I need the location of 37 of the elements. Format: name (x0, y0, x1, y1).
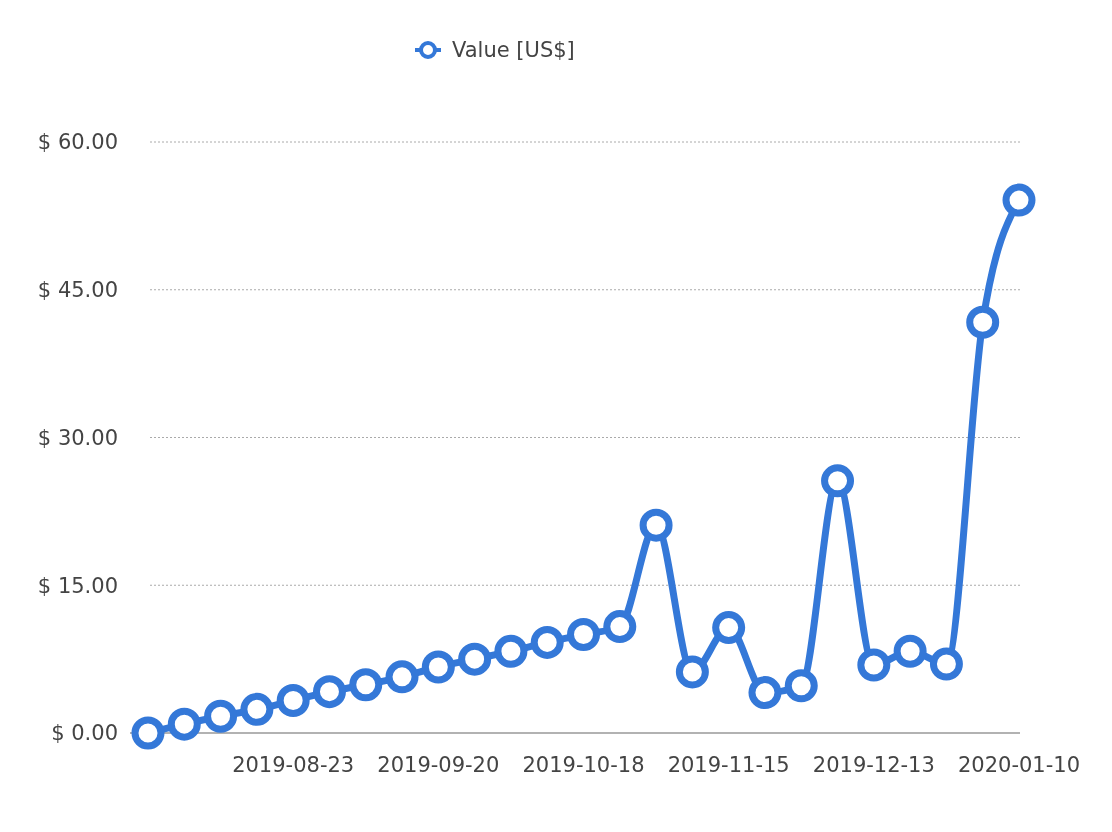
point (204, 699, 238, 733)
y-tick-label: $ 0.00 (51, 721, 118, 746)
point (966, 305, 1000, 339)
point (675, 655, 709, 689)
point (276, 684, 310, 717)
y-tick-label: $ 30.00 (37, 425, 118, 450)
x-tick-label: 2019-11-15 (667, 753, 790, 777)
x-tick-label: 2019-09-20 (377, 753, 500, 777)
x-tick-label: 2019-10-18 (522, 753, 645, 777)
point (167, 707, 201, 741)
y-tick-label: $ 45.00 (37, 278, 118, 303)
point (458, 642, 492, 676)
point (748, 676, 782, 710)
x-tick-label: 2020-01-10 (957, 753, 1081, 777)
point (857, 648, 891, 682)
point (349, 668, 383, 702)
point (893, 634, 927, 668)
point (421, 650, 455, 684)
point (603, 610, 637, 644)
point (712, 611, 746, 645)
point (240, 692, 274, 726)
point (929, 647, 963, 681)
point (131, 716, 165, 750)
point (530, 625, 564, 659)
point (784, 669, 818, 703)
point (385, 660, 419, 694)
point (312, 675, 346, 709)
y-tick-label: $ 15.00 (37, 573, 118, 598)
legend-label: Value [US$] (452, 38, 575, 63)
point (639, 508, 673, 542)
x-tick-label: 2019-08-23 (232, 753, 355, 777)
x-tick-label: 2019-12-13 (812, 753, 935, 777)
point (567, 618, 600, 651)
y-tick-label: $ 60.00 (37, 130, 118, 155)
point (821, 464, 855, 498)
point (1002, 183, 1036, 217)
point (494, 634, 528, 668)
